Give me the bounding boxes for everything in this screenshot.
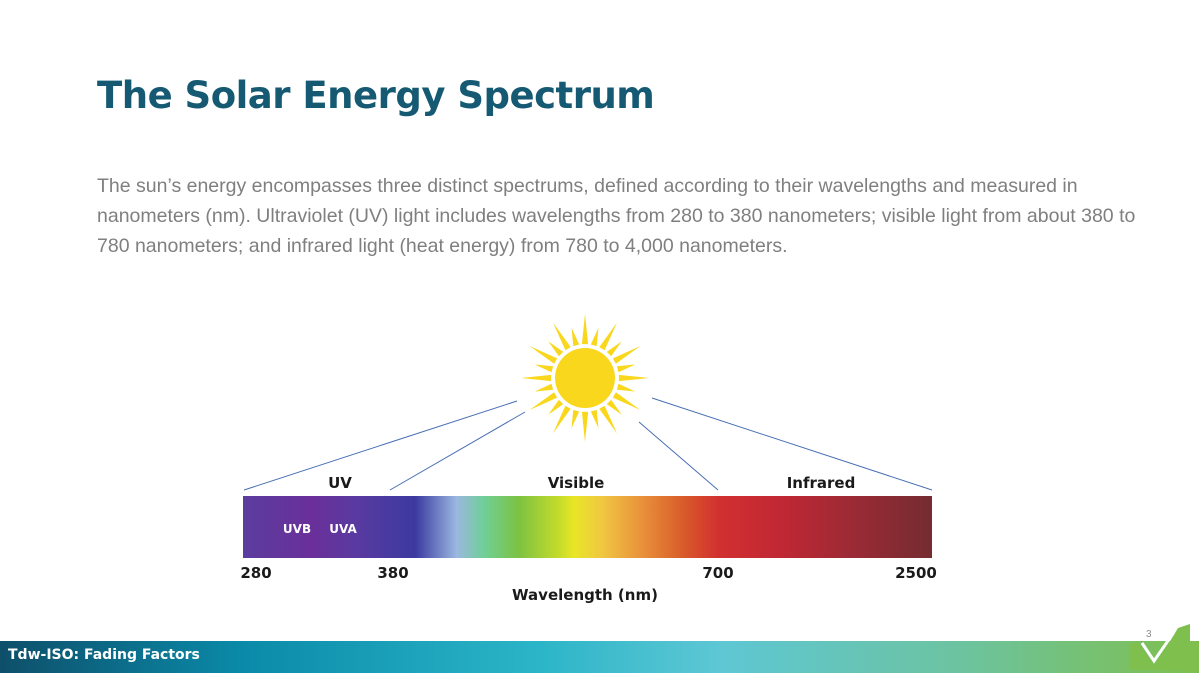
footer-label: Tdw-ISO: Fading Factors bbox=[8, 647, 200, 663]
connector-line-left-outer bbox=[243, 400, 518, 491]
spectrum-bar bbox=[243, 496, 932, 558]
tick-label-700: 700 bbox=[702, 564, 733, 582]
sun-ray bbox=[606, 341, 622, 357]
tick-label-280: 280 bbox=[240, 564, 271, 582]
connector-line-right-inner bbox=[638, 421, 719, 491]
tick-label-380: 380 bbox=[377, 564, 408, 582]
sun-ray bbox=[548, 399, 564, 415]
footer-bar bbox=[0, 641, 1199, 673]
sun-ray bbox=[548, 341, 564, 357]
sun-ray bbox=[581, 411, 589, 442]
axis-label: Wavelength (nm) bbox=[512, 586, 658, 604]
sun-ray bbox=[553, 322, 571, 351]
sun-ray bbox=[571, 327, 580, 347]
sun-ray bbox=[606, 399, 622, 415]
connector-line-right-outer bbox=[651, 397, 933, 491]
connector-lines bbox=[243, 397, 933, 491]
sun-ray bbox=[534, 364, 554, 373]
sun-ray bbox=[616, 383, 636, 392]
sub-label-uva: UVA bbox=[329, 522, 357, 536]
sun-ray bbox=[618, 374, 649, 382]
sun-ray bbox=[590, 409, 599, 429]
band-label-infrared: Infrared bbox=[787, 474, 856, 492]
band-label-visible: Visible bbox=[548, 474, 605, 492]
sun-ray bbox=[612, 392, 641, 410]
sun-ray bbox=[529, 392, 558, 410]
sun-ray bbox=[612, 346, 641, 364]
sun-ray bbox=[581, 314, 589, 345]
sun-ray bbox=[599, 405, 617, 434]
sun-disc bbox=[555, 348, 615, 408]
sun-ray bbox=[571, 409, 580, 429]
sun-ray bbox=[599, 322, 617, 351]
sun-icon bbox=[521, 314, 649, 442]
tick-label-2500: 2500 bbox=[895, 564, 937, 582]
checkmark-logo-icon bbox=[1130, 624, 1190, 670]
sub-label-uvb: UVB bbox=[283, 522, 311, 536]
sun-ray bbox=[534, 383, 554, 392]
sun-ray bbox=[529, 346, 558, 364]
sun-ray bbox=[616, 364, 636, 373]
slide-body-text: The sun’s energy encompasses three disti… bbox=[97, 175, 1136, 257]
sun-ray bbox=[553, 405, 571, 434]
connector-line-left-inner bbox=[389, 411, 526, 491]
slide-title: The Solar Energy Spectrum bbox=[97, 74, 655, 117]
page-number: 3 bbox=[1146, 629, 1152, 640]
sun-ray bbox=[590, 327, 599, 347]
sun-ray bbox=[521, 374, 552, 382]
band-label-uv: UV bbox=[328, 474, 352, 492]
